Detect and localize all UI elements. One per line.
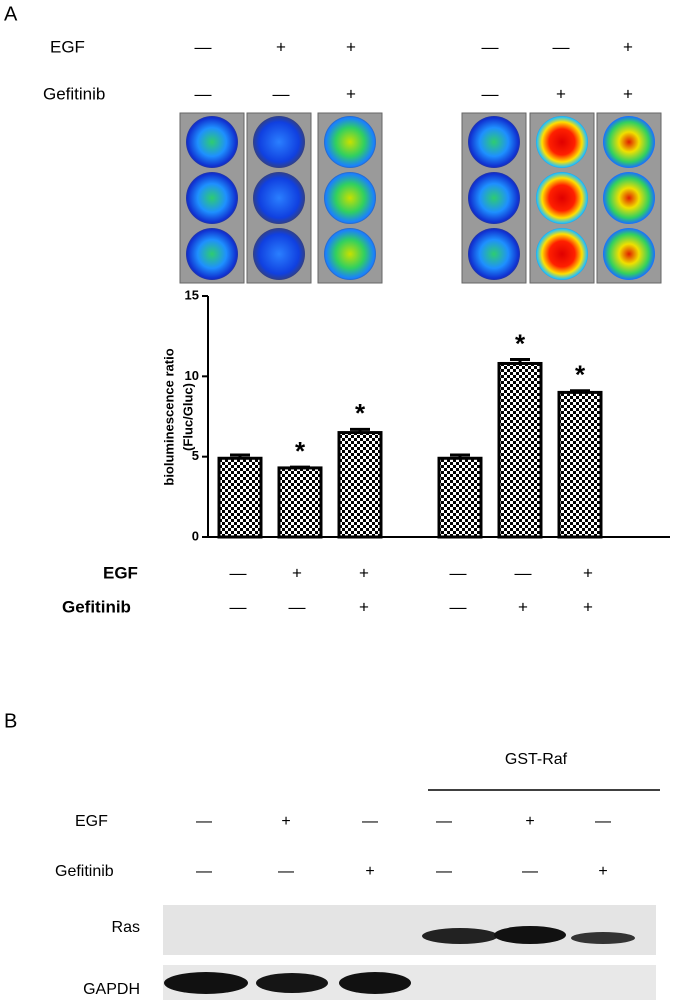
bar — [437, 456, 483, 539]
well — [186, 172, 238, 224]
sign: — — [515, 563, 532, 582]
sign: — — [522, 863, 538, 880]
sign: + — [556, 84, 566, 103]
sign: — — [278, 863, 294, 880]
sign: — — [289, 597, 306, 616]
well — [536, 172, 588, 224]
sign: — — [482, 84, 499, 103]
sign: + — [359, 563, 369, 582]
y-tick-label: 10 — [185, 368, 199, 383]
well — [603, 228, 655, 280]
band — [339, 972, 411, 994]
sign: — — [450, 597, 467, 616]
row-label: EGF — [103, 563, 138, 582]
sign: — — [196, 863, 212, 880]
sign: + — [281, 813, 290, 830]
luminescence-images — [179, 112, 662, 284]
sign: — — [195, 84, 212, 103]
well — [253, 228, 305, 280]
error-bar — [230, 453, 250, 459]
well — [536, 228, 588, 280]
row-label: Gefitinib — [55, 863, 114, 880]
y-axis-label: (Fluc/Gluc) — [180, 383, 195, 451]
y-tick-label: 0 — [192, 528, 199, 543]
sign: — — [196, 813, 212, 830]
error-bar — [450, 453, 470, 459]
panel-label: A — [4, 3, 18, 25]
well — [468, 228, 520, 280]
well — [324, 228, 376, 280]
bar — [497, 361, 543, 539]
band — [494, 926, 566, 944]
sign: + — [276, 37, 286, 56]
y-axis-label: bioluminescence ratio — [161, 348, 176, 485]
sign: + — [623, 84, 633, 103]
band — [422, 928, 498, 944]
sign: + — [583, 563, 593, 582]
sign: + — [623, 37, 633, 56]
band — [256, 973, 328, 993]
well — [536, 116, 588, 168]
row-label: Gefitinib — [62, 597, 131, 616]
row-label: EGF — [50, 37, 85, 56]
well — [253, 116, 305, 168]
sign: — — [436, 863, 452, 880]
band — [164, 972, 248, 994]
sign: + — [365, 863, 374, 880]
significance-marker: * — [295, 436, 306, 466]
sign: — — [195, 37, 212, 56]
sign: — — [553, 37, 570, 56]
bar — [557, 390, 603, 539]
sign: + — [346, 37, 356, 56]
sign: — — [450, 563, 467, 582]
significance-marker: * — [355, 398, 366, 428]
sign: — — [436, 813, 452, 830]
ras-blot — [163, 905, 656, 955]
error-bar — [570, 389, 590, 393]
y-tick-label: 5 — [192, 448, 199, 463]
error-bar — [510, 357, 530, 364]
sign: + — [598, 863, 607, 880]
row-label: EGF — [75, 813, 108, 830]
sign: + — [518, 597, 528, 616]
error-bar — [290, 465, 310, 469]
well — [468, 172, 520, 224]
bar — [277, 466, 323, 539]
sign: — — [230, 563, 247, 582]
significance-marker: * — [515, 328, 526, 358]
well — [186, 116, 238, 168]
bar — [217, 456, 263, 539]
blot-label: GAPDH — [83, 981, 140, 998]
sign: — — [362, 813, 378, 830]
panel-label: B — [4, 710, 17, 732]
sign: + — [359, 597, 369, 616]
sign: + — [525, 813, 534, 830]
sign: — — [230, 597, 247, 616]
well — [324, 116, 376, 168]
sign: — — [273, 84, 290, 103]
well — [603, 116, 655, 168]
blot-label: Ras — [112, 919, 140, 936]
sign: + — [346, 84, 356, 103]
sign: — — [595, 813, 611, 830]
significance-marker: * — [575, 360, 586, 390]
well — [186, 228, 238, 280]
well — [324, 172, 376, 224]
error-bar — [350, 427, 370, 433]
row-label: Gefitinib — [43, 84, 105, 103]
sign: + — [583, 597, 593, 616]
y-tick-label: 15 — [185, 287, 199, 302]
bar — [337, 431, 383, 539]
western-blots — [163, 789, 660, 1000]
band — [571, 932, 635, 944]
group-label: GST-Raf — [505, 751, 568, 768]
sign: — — [482, 37, 499, 56]
sign: + — [292, 563, 302, 582]
well — [603, 172, 655, 224]
well — [253, 172, 305, 224]
well — [468, 116, 520, 168]
